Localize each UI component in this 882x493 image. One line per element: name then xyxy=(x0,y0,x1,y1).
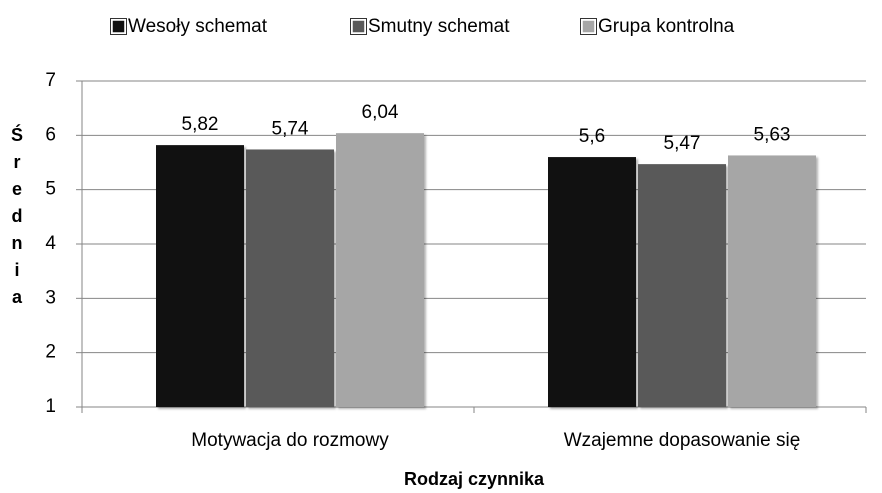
legend-label: Smutny schemat xyxy=(368,16,510,37)
bar xyxy=(156,145,244,407)
bar xyxy=(638,164,726,407)
x-tick-label: Motywacja do rozmowy xyxy=(191,430,389,451)
value-label: 6,04 xyxy=(362,102,399,123)
value-label: 5,6 xyxy=(579,126,605,147)
bar xyxy=(548,157,636,407)
y-tick-label: 3 xyxy=(45,287,56,308)
bar xyxy=(336,133,424,407)
value-label: 5,74 xyxy=(272,118,309,139)
x-axis-label: Rodzaj czynnika xyxy=(404,469,545,489)
legend-swatch xyxy=(581,19,596,34)
legend-swatch xyxy=(351,19,366,34)
y-tick-label: 2 xyxy=(45,342,56,363)
legend-label: Wesoły schemat xyxy=(128,16,268,37)
x-tick-label: Wzajemne dopasowanie się xyxy=(564,430,801,451)
legend-swatch xyxy=(111,19,126,34)
y-tick-label: 6 xyxy=(45,124,56,145)
bar xyxy=(728,155,816,407)
y-tick-label: 4 xyxy=(45,233,56,254)
bar xyxy=(246,149,334,407)
y-tick-label: 1 xyxy=(45,396,56,417)
y-tick-label: 7 xyxy=(45,70,56,91)
y-tick-label: 5 xyxy=(45,179,56,200)
y-axis-label: Średnia xyxy=(10,125,23,307)
value-label: 5,63 xyxy=(754,124,791,145)
legend-label: Grupa kontrolna xyxy=(598,16,735,37)
value-label: 5,82 xyxy=(182,114,219,135)
value-label: 5,47 xyxy=(664,133,701,154)
